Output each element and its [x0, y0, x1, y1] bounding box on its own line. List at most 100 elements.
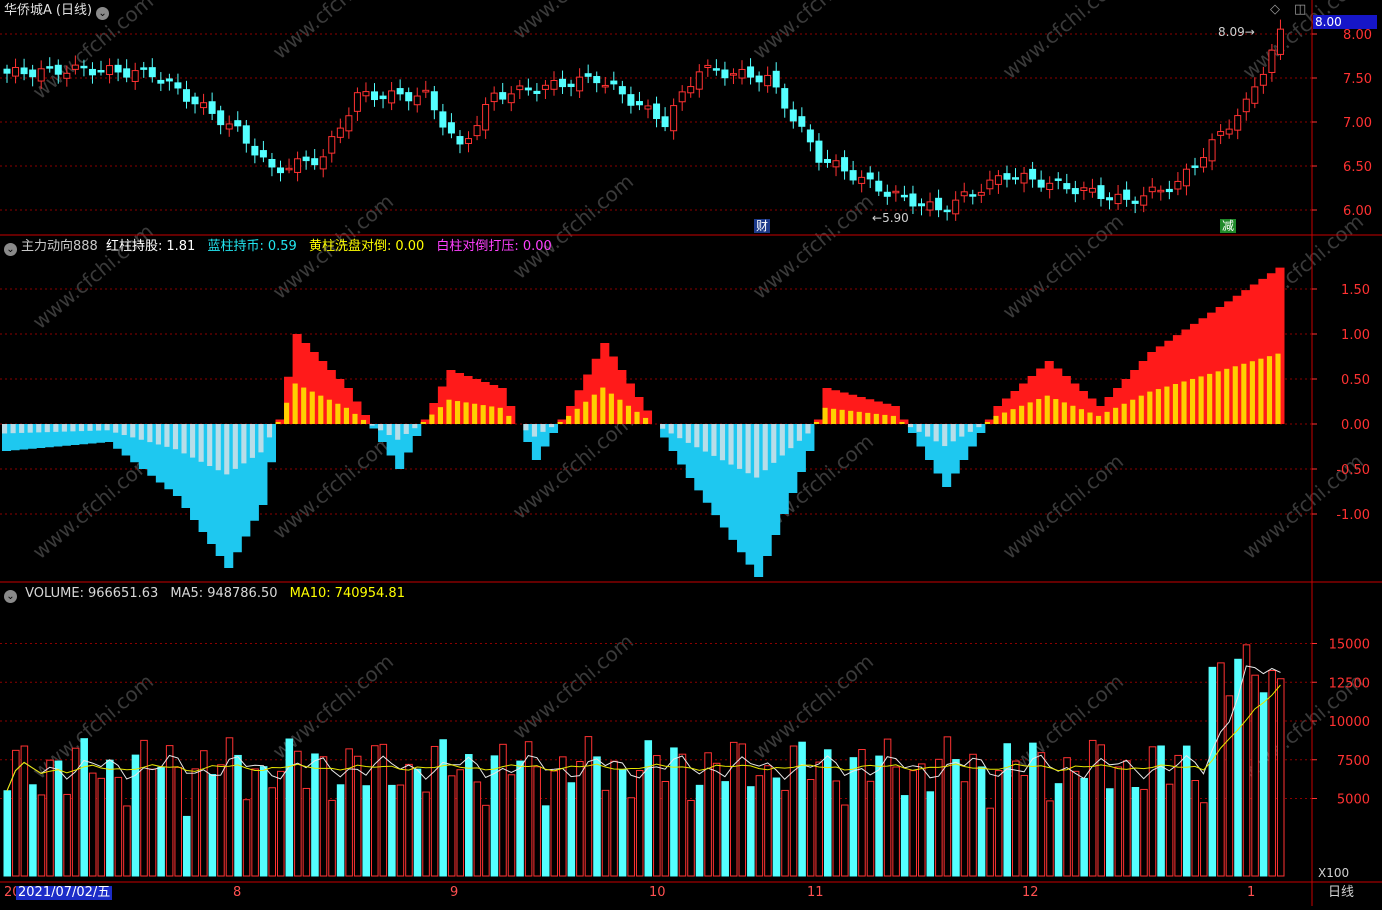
candle-body	[200, 102, 208, 109]
candle-body	[140, 67, 148, 70]
volume-bar	[46, 759, 54, 877]
candle-body	[1037, 179, 1045, 188]
indicator-yellow-bar	[557, 421, 563, 424]
candle-body	[892, 190, 900, 194]
indicator-blue-bar	[10, 424, 20, 451]
indicator-white-bar	[660, 424, 666, 429]
dropdown-icon[interactable]: ⌄	[4, 243, 17, 256]
indicator-yellow-bar	[566, 415, 572, 424]
volume-bar	[516, 760, 524, 877]
indicator-blue-bar	[181, 424, 191, 508]
volume-bar	[3, 790, 12, 877]
volume-bar	[986, 807, 994, 877]
window-toggle-icon[interactable]: ◫	[1294, 2, 1307, 17]
candle-body	[1131, 200, 1139, 204]
indicator-blue-bar	[147, 424, 157, 476]
indicator-white-bar	[942, 424, 948, 447]
volume-bar	[362, 785, 371, 877]
indicator-red-bar	[1181, 329, 1191, 424]
candle-body	[490, 92, 498, 103]
candle-body	[1191, 165, 1199, 168]
indicator-yellow-bar	[1010, 409, 1016, 424]
indicator-yellow-bar	[634, 411, 640, 424]
indicator-red-bar	[480, 382, 490, 424]
indicator-blue-bar	[916, 424, 926, 447]
event-marker-finance[interactable]: 财	[754, 219, 771, 233]
volume-bar	[268, 787, 276, 877]
indicator-white-bar	[232, 424, 238, 469]
indicator-white-bar	[933, 424, 939, 442]
indicator-yellow-bar	[284, 402, 290, 424]
candle-body	[1054, 178, 1062, 181]
volume-bar	[704, 752, 712, 877]
candle-body	[798, 116, 806, 127]
indicator-white-bar	[104, 424, 110, 431]
candle-body	[1148, 186, 1156, 193]
volume-bar	[533, 766, 541, 877]
indicator-yellow-bar	[1266, 356, 1273, 424]
indicator-yellow-bar	[865, 412, 871, 424]
dropdown-icon[interactable]: ⌄	[4, 590, 17, 603]
indicator-red-bar	[1258, 278, 1268, 424]
candle-body	[559, 78, 567, 88]
candle-body	[63, 72, 71, 79]
candle-body	[858, 176, 866, 184]
indicator-red-bar	[463, 376, 473, 424]
volume-bar	[567, 782, 576, 877]
dropdown-icon[interactable]: ⌄	[96, 7, 110, 20]
indicator-blue-bar	[190, 424, 200, 520]
indicator-blue-bar	[27, 424, 37, 449]
indicator-white-bar	[164, 424, 170, 447]
indicator-red-bar	[865, 399, 875, 424]
volume-bar	[12, 749, 20, 877]
diamond-icon[interactable]: ◇	[1270, 2, 1280, 17]
indicator-red-bar	[489, 385, 499, 424]
indicator-blue-bar	[104, 424, 114, 442]
volume-bar	[832, 780, 841, 877]
indicator-white-bar	[796, 424, 802, 441]
event-marker-reduce[interactable]: 减	[1220, 219, 1237, 233]
volume-bar	[781, 789, 789, 877]
volume-bar	[935, 758, 943, 877]
volume-bar	[687, 799, 695, 877]
indicator-red-bar	[1087, 398, 1097, 424]
volume-bar	[182, 815, 191, 877]
indicator-white-bar	[976, 424, 982, 428]
volume-bar	[123, 805, 131, 877]
candle-body	[721, 69, 729, 79]
indicator-yellow-bar	[617, 399, 623, 424]
period-button[interactable]: 日线	[1328, 885, 1355, 900]
volume-bar	[866, 780, 875, 877]
indicator-red: 红柱持股: 1.81	[105, 239, 196, 254]
indicator-white-bar	[762, 424, 768, 471]
indicator-white-bar	[147, 424, 153, 443]
candle-body	[935, 197, 943, 211]
candle-body	[319, 156, 327, 170]
volume-bar	[584, 736, 593, 877]
volume-bar	[1046, 800, 1054, 877]
volume-bar	[1003, 743, 1012, 877]
indicator-yellow-bar	[506, 415, 512, 424]
indicator-white-bar	[266, 424, 273, 438]
volume-bar	[1071, 770, 1080, 877]
indicator-red-bar	[848, 394, 858, 424]
volume-tick-label: 10000	[1329, 715, 1370, 730]
candle-body	[396, 88, 404, 95]
indicator-white-bar	[70, 424, 76, 432]
indicator-yellow-bar	[583, 401, 589, 424]
volume-bar	[883, 738, 892, 877]
indicator-blue-bar	[121, 424, 131, 456]
volume-bar	[747, 786, 755, 877]
indicator-blue-bar	[172, 424, 182, 496]
indicator-white-bar	[44, 424, 50, 433]
indicator-yellow-bar	[335, 403, 341, 424]
indicator-yellow-bar	[292, 383, 298, 424]
x-label-12: 12	[1022, 885, 1039, 900]
candle-body	[447, 122, 455, 134]
candle-body	[1046, 182, 1054, 190]
indicator-blue-bar	[685, 424, 695, 478]
candle-body	[456, 136, 464, 145]
volume-bar	[302, 787, 311, 877]
